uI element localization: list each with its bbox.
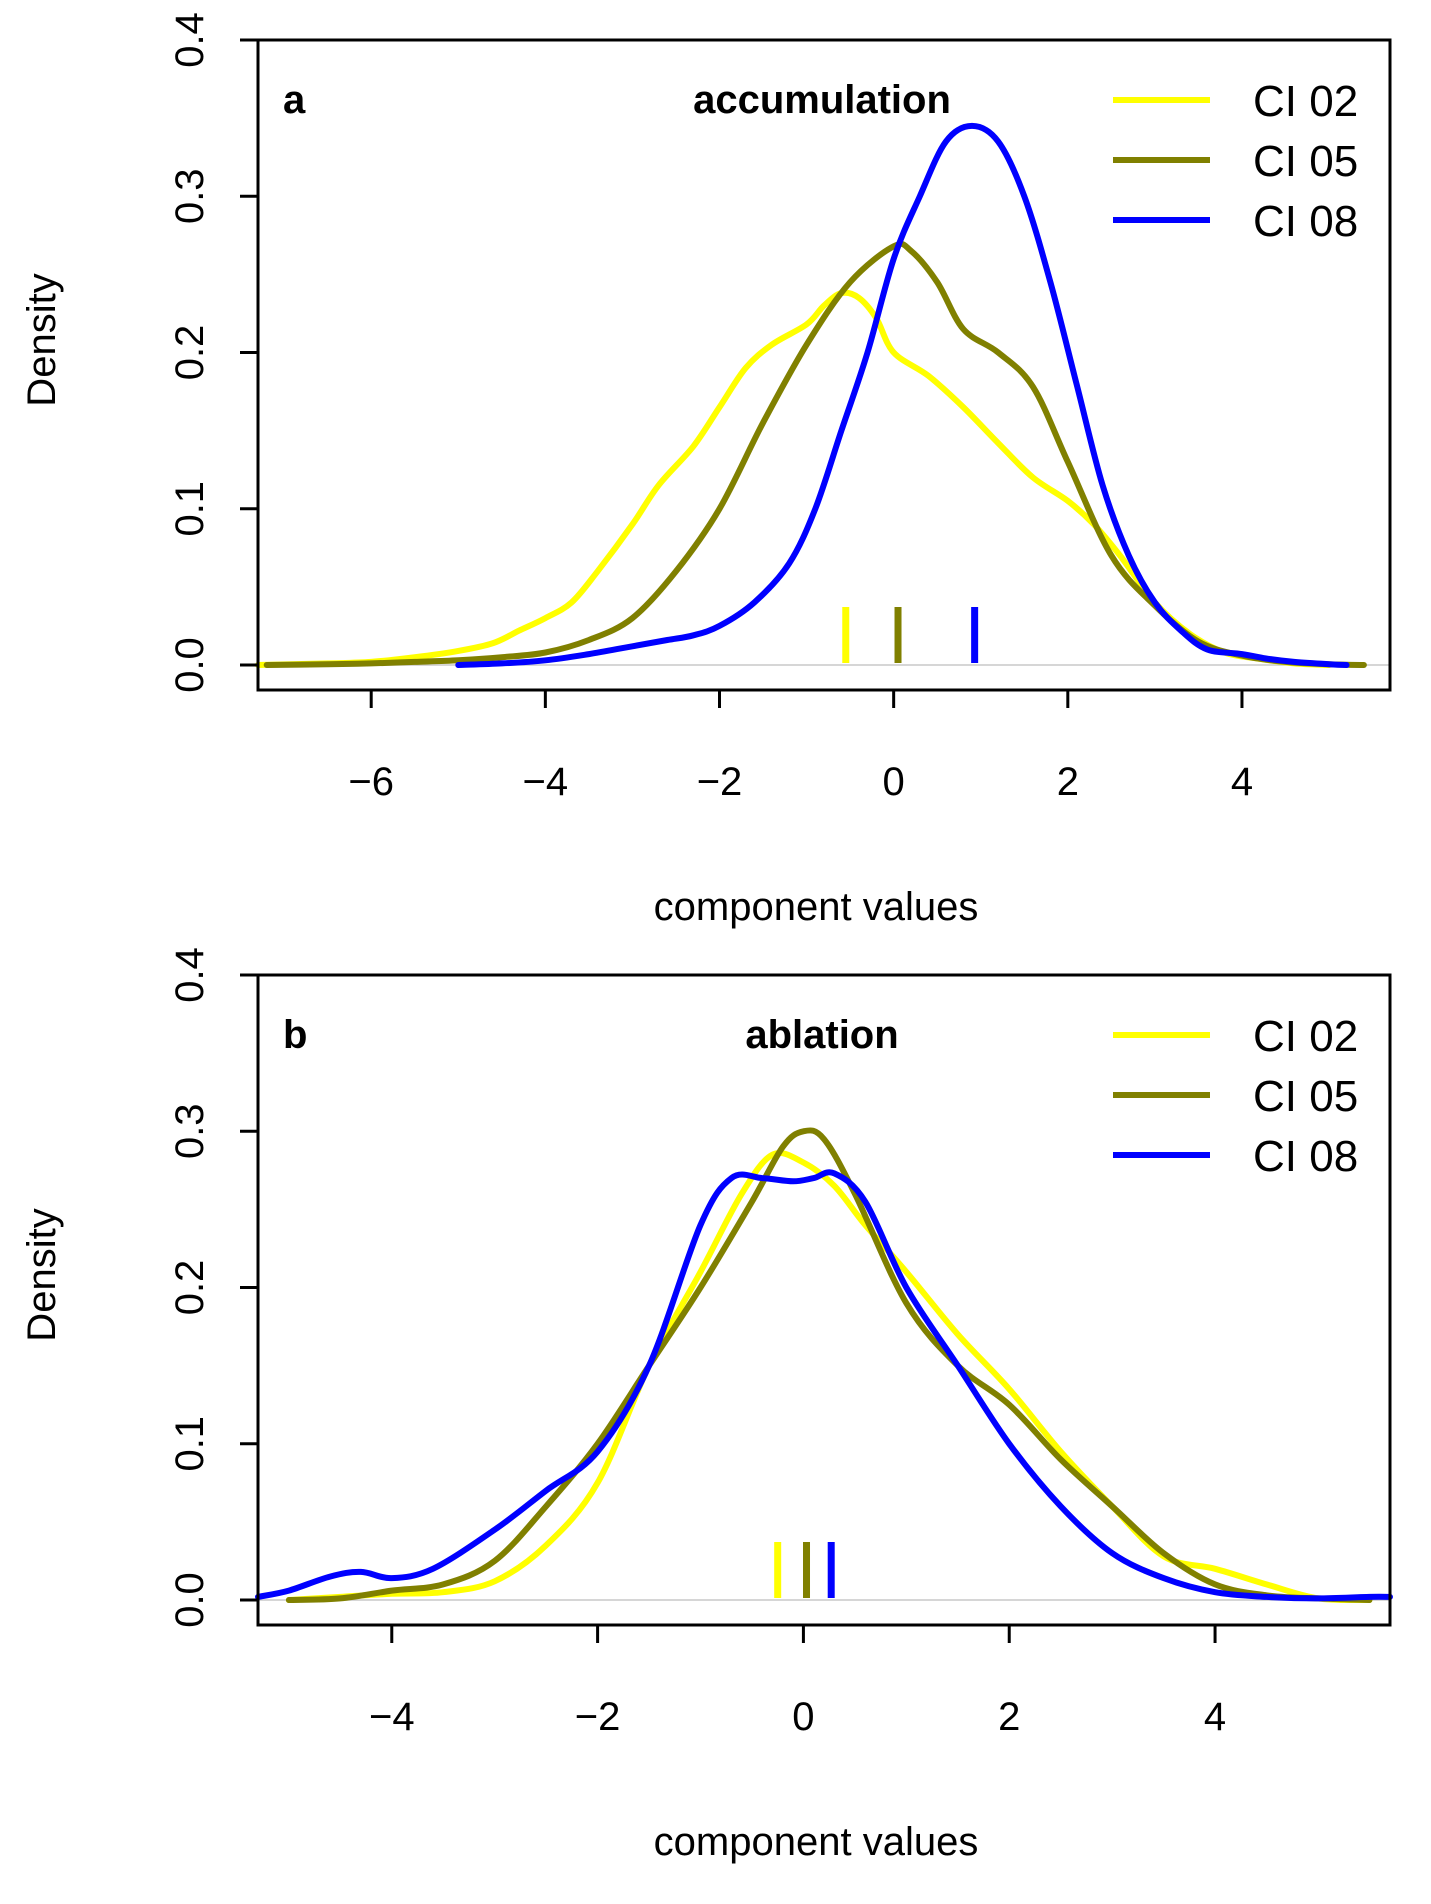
legend-label-ci-02: CI 02 xyxy=(1253,77,1358,126)
x-tick-label: 2 xyxy=(998,1695,1020,1739)
legend-label-ci-08: CI 08 xyxy=(1253,1132,1358,1181)
y-tick-label: 0.3 xyxy=(168,1103,212,1159)
panel-letter: b xyxy=(283,1013,307,1057)
x-tick-label: 4 xyxy=(1204,1695,1226,1739)
density-line-ci-05 xyxy=(285,1127,1373,1603)
y-axis-title: Density xyxy=(20,273,64,406)
x-tick-label: 0 xyxy=(883,760,905,804)
plot-frame xyxy=(256,973,1392,1627)
x-tick-label: −6 xyxy=(348,760,394,804)
y-tick-label: 0.0 xyxy=(168,1572,212,1628)
panel-title: ablation xyxy=(745,1013,898,1057)
x-tick-label: −4 xyxy=(369,1695,415,1739)
legend-label-ci-02: CI 02 xyxy=(1253,1012,1358,1061)
panel-b: −4 −2 0 2 4 0.0 0.1 0.2 0.3 0.4 component values De… xyxy=(20,947,1393,1864)
y-tick-label: 0.2 xyxy=(168,325,212,381)
legend-label-ci-05: CI 05 xyxy=(1253,1072,1358,1121)
density-line-ci-02 xyxy=(285,1150,1373,1604)
x-tick-label: 2 xyxy=(1057,760,1079,804)
x-axis-title: component values xyxy=(654,1820,979,1864)
x-tick-label: 0 xyxy=(792,1695,814,1739)
y-tick-label: 0.3 xyxy=(168,168,212,224)
panel-title: accumulation xyxy=(693,78,951,122)
density-line-ci-02 xyxy=(255,289,1332,668)
x-tick-label: −2 xyxy=(697,760,743,804)
plot-frame xyxy=(256,38,1392,692)
density-line-ci-08 xyxy=(255,1169,1393,1602)
x-tick-label: −2 xyxy=(575,1695,621,1739)
y-axis-title: Density xyxy=(20,1208,64,1341)
panel-letter: a xyxy=(283,78,306,122)
legend-label-ci-05: CI 05 xyxy=(1253,137,1358,186)
x-tick-label: −4 xyxy=(523,760,569,804)
density-line-ci-05 xyxy=(263,240,1367,668)
y-tick-label: 0.1 xyxy=(168,1416,212,1472)
y-tick-label: 0.4 xyxy=(168,12,212,68)
y-tick-label: 0.0 xyxy=(168,637,212,693)
x-tick-label: 4 xyxy=(1231,760,1253,804)
legend-label-ci-08: CI 08 xyxy=(1253,197,1358,246)
density-line-ci-08 xyxy=(455,122,1350,668)
y-tick-label: 0.1 xyxy=(168,481,212,537)
y-tick-label: 0.4 xyxy=(168,947,212,1003)
y-tick-label: 0.2 xyxy=(168,1260,212,1316)
x-axis-title: component values xyxy=(654,885,979,929)
panel-a: −6 −4 −2 0 2 4 0.0 0.1 0.2 0.3 0.4 component values… xyxy=(20,12,1392,929)
